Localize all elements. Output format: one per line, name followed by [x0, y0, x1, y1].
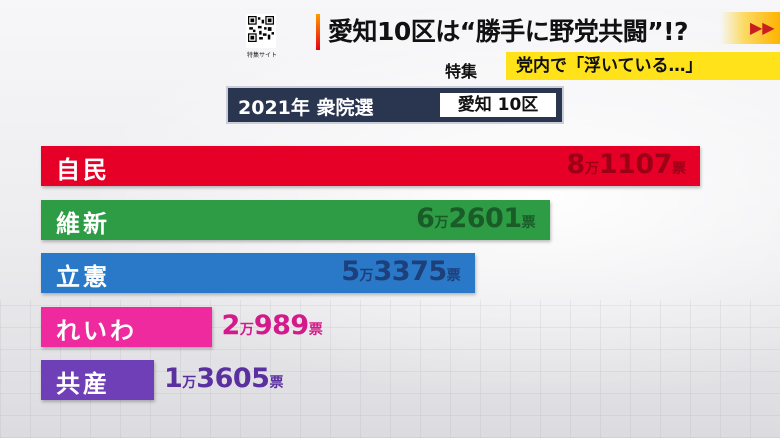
- subhead-banner: 党内で「浮いている…」: [506, 52, 780, 80]
- bar-ishin: [41, 199, 550, 240]
- chart-title-region: 愛知 10区: [440, 93, 556, 117]
- bar-label-kyosan: 共産: [56, 370, 110, 398]
- vote-label-jimin: 8万1107票: [566, 149, 686, 180]
- feature-label: 特集: [445, 62, 478, 81]
- qr-code-icon: [248, 16, 274, 42]
- chart-title-year: 2021年 衆院選: [238, 97, 374, 119]
- bar-kyosan: [41, 360, 154, 400]
- forward-arrows-icon: ▶▶: [750, 18, 775, 37]
- bar-reiwa: [41, 306, 212, 347]
- chart-title-box: 2021年 衆院選 愛知 10区: [226, 86, 564, 124]
- bar-label-jimin: 自民: [56, 156, 110, 184]
- vote-label-rikken: 5万3375票: [341, 256, 461, 287]
- vote-label-reiwa: 2万989票: [221, 309, 323, 341]
- bar-label-rikken: 立憲: [56, 263, 110, 291]
- vote-label-ishin: 6万2601票: [416, 202, 536, 234]
- bar-jimin: [41, 146, 700, 186]
- headline-accent-bar: [316, 14, 320, 50]
- bar-label-reiwa: れいわ: [56, 316, 137, 345]
- qr-label: 特集サイト: [246, 52, 277, 59]
- qr-code[interactable]: [246, 14, 276, 48]
- vote-label-kyosan: 1万3605票: [164, 363, 284, 394]
- bar-rikken: [41, 253, 475, 293]
- headline: 愛知10区は“勝手に野党共闘”!?: [328, 17, 689, 46]
- corner-decoration: [720, 12, 780, 44]
- bar-label-ishin: 維新: [56, 209, 110, 238]
